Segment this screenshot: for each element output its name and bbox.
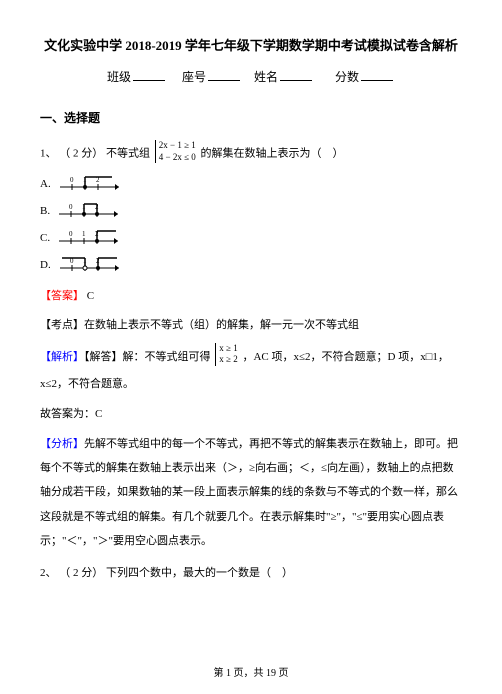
option-b-label: B. — [40, 205, 50, 217]
option-d-label: D. — [40, 259, 51, 271]
gu-answer: 故答案为：C — [40, 402, 462, 426]
q1-points: （ 2 分） — [59, 147, 103, 159]
q1-inequality-system: 2x − 1 ≥ 1 4 − 2x ≤ 0 — [155, 140, 196, 168]
jiexi-label: 【解析】 — [40, 351, 84, 363]
option-a-label: A. — [40, 178, 51, 190]
form-fields: 班级 座号 姓名 分数 — [40, 68, 462, 85]
svg-text:0: 0 — [69, 230, 73, 238]
option-b: B. 0 1 2 — [40, 199, 462, 223]
name-blank — [280, 69, 312, 81]
fenxi-label: 【分析】 — [40, 438, 84, 450]
seat-blank — [208, 69, 240, 81]
option-c: C. 0 1 2 — [40, 226, 462, 250]
q1-stem-a: 不等式组 — [106, 147, 150, 159]
class-label: 班级 — [107, 70, 131, 84]
q2-number: 2、 — [40, 567, 57, 579]
seat-label: 座号 — [182, 70, 206, 84]
q1-ineq-bot: 4 − 2x ≤ 0 — [159, 152, 196, 162]
jiexi-brace-bot: x ≥ 2 — [219, 354, 237, 364]
jiexi-brace: x ≥ 1 x ≥ 2 — [215, 343, 237, 372]
kaodian-row: 【考点】在数轴上表示不等式（组）的解集，解一元一次不等式组 — [40, 313, 462, 337]
answer-value: C — [87, 290, 94, 302]
class-blank — [133, 69, 165, 81]
answer-row: 【答案】 C — [40, 287, 462, 303]
document-title: 文化实验中学 2018-2019 学年七年级下学期数学期中考试模拟试卷含解析 — [40, 35, 462, 54]
section-header: 一、选择题 — [40, 109, 462, 126]
svg-text:0: 0 — [70, 176, 74, 184]
score-label: 分数 — [335, 70, 359, 84]
jiexi-sub: 【解答】解：不等式组可得 — [84, 351, 211, 363]
option-d: D. 0 1 2 — [40, 253, 462, 277]
score-blank — [361, 69, 393, 81]
option-c-label: C. — [40, 232, 50, 244]
numberline-b-icon: 0 1 2 — [56, 200, 126, 222]
kaodian-label: 【考点】 — [40, 319, 84, 331]
q1-ineq-top: 2x − 1 ≥ 1 — [159, 140, 196, 150]
question-1: 1、 （ 2 分） 不等式组 2x − 1 ≥ 1 4 − 2x ≤ 0 的解集… — [40, 140, 462, 168]
page-footer: 第 1 页，共 19 页 — [0, 664, 502, 679]
option-a: A. 0 1 2 — [40, 172, 462, 196]
q1-stem-b: 的解集在数轴上表示为（ ） — [201, 147, 344, 159]
jiexi-brace-top: x ≥ 1 — [219, 343, 237, 353]
numberline-a-icon: 0 1 2 — [57, 173, 127, 195]
svg-text:0: 0 — [69, 203, 73, 211]
name-label: 姓名 — [254, 70, 278, 84]
answer-label: 【答案】 — [40, 290, 84, 302]
numberline-d-icon: 0 1 2 — [57, 254, 127, 276]
svg-text:1: 1 — [82, 230, 86, 238]
fenxi-row: 【分析】先解不等式组中的每一个不等式，再把不等式的解集表示在数轴上，即可。把每个… — [40, 432, 462, 553]
q2-stem: 下列四个数中，最大的一个数是（ ） — [106, 567, 293, 579]
q1-number: 1、 — [40, 147, 57, 159]
q2-points: （ 2 分） — [59, 567, 103, 579]
jiexi-row: 【解析】【解答】解：不等式组可得 x ≥ 1 x ≥ 2 ，AC 项，x≤2，不… — [40, 343, 462, 396]
numberline-c-icon: 0 1 2 — [56, 227, 126, 249]
kaodian-text: 在数轴上表示不等式（组）的解集，解一元一次不等式组 — [84, 319, 359, 331]
question-2: 2、 （ 2 分） 下列四个数中，最大的一个数是（ ） — [40, 563, 462, 584]
fenxi-text: 先解不等式组中的每一个不等式，再把不等式的解集表示在数轴上，即可。把每个不等式的… — [40, 438, 458, 547]
